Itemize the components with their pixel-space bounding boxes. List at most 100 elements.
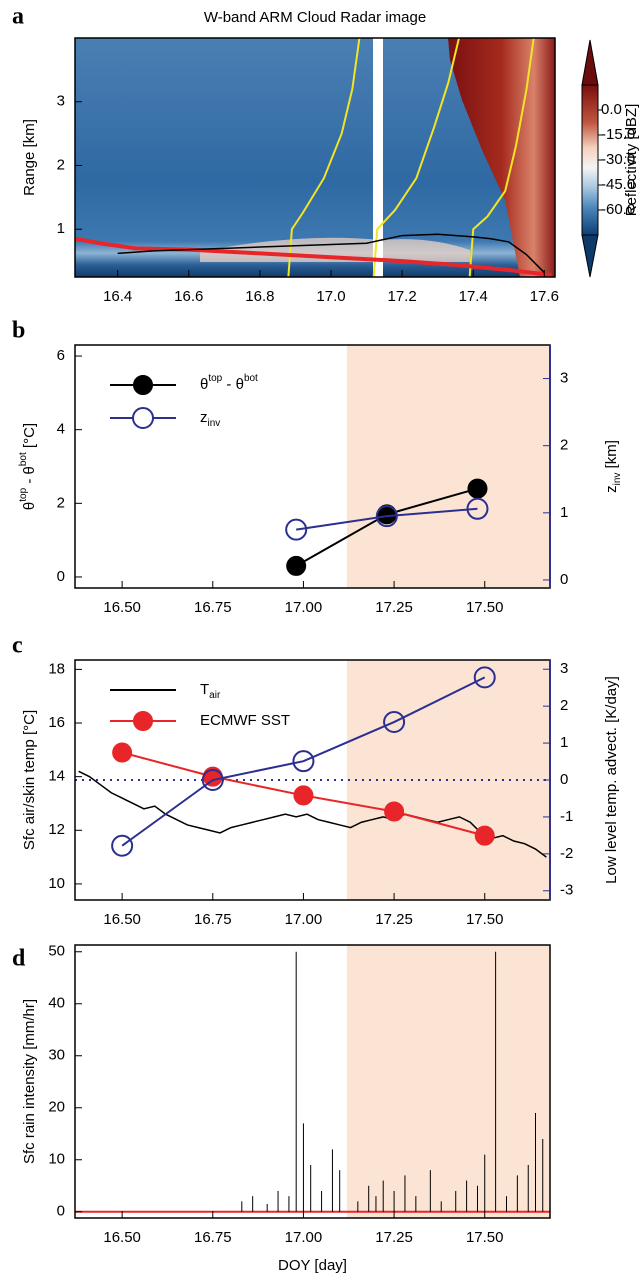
x-tick-label: 17.50 [466, 599, 504, 616]
legend-marker [133, 711, 153, 731]
series-marker [466, 497, 489, 520]
y-tick-label: 14 [48, 768, 65, 785]
x-tick-label: 17.6 [530, 288, 559, 305]
y-tick-label: 0 [57, 1203, 65, 1220]
text-part: top [18, 487, 29, 501]
x-tick-label: 16.8 [245, 288, 274, 305]
plot-area [75, 660, 550, 900]
series-marker [111, 834, 134, 857]
x-tick-label: 17.4 [459, 288, 488, 305]
colorbar-top [581, 39, 599, 86]
y-tick-label: 20 [48, 1099, 65, 1116]
text-part: air [209, 690, 221, 701]
y-tick-label: 30 [48, 1047, 65, 1064]
legend-label: ECMWF SST [200, 712, 290, 729]
series-line [121, 676, 486, 847]
y-tick-label: 10 [48, 875, 65, 892]
radar-cloud [448, 38, 555, 277]
y2-tick-label: -1 [560, 808, 573, 825]
y2-tick-label: 1 [560, 504, 568, 521]
radar-cloud-layer [200, 237, 470, 262]
series-marker [286, 555, 307, 576]
y-tick-label: 0 [57, 568, 65, 585]
y-tick-label: 12 [48, 821, 65, 838]
series-marker [473, 666, 496, 689]
text-part: [km] [603, 440, 620, 473]
series-marker [292, 750, 315, 773]
x-tick-label: 16.50 [103, 1229, 141, 1246]
shaded-period [346, 945, 550, 1218]
y2-tick-label: 0 [560, 771, 568, 788]
series-line [468, 38, 535, 277]
x-tick-label: 17.25 [375, 599, 413, 616]
y2-tick-label: 1 [560, 734, 568, 751]
x-tick-label: 17.00 [285, 911, 323, 928]
y-tick-label: 2 [57, 156, 65, 173]
chart-title: W-band ARM Cloud Radar image [204, 9, 426, 26]
legend-label: θtop - θbot [200, 373, 258, 393]
y-axis-label: θtop - θbot [°C] [18, 423, 38, 510]
x-tick-label: 17.2 [388, 288, 417, 305]
text-part: bot [244, 373, 258, 384]
y-tick-label: 3 [57, 93, 65, 110]
text-part: θ [21, 502, 38, 510]
colorbar-body [581, 84, 599, 236]
plot-frame [74, 37, 556, 278]
colorbar [581, 39, 599, 278]
legend-marker [132, 407, 154, 429]
y-tick-label: 40 [48, 995, 65, 1012]
plot-frame [74, 944, 551, 1219]
colorbar-tick-label: -15.0 [601, 126, 635, 143]
series-line [75, 236, 552, 277]
text-part: θ [200, 376, 208, 393]
radar-gap [373, 38, 383, 277]
x-tick-label: 16.75 [194, 911, 232, 928]
colorbar-tick-label: -30.0 [601, 151, 635, 168]
legend-label: Tair [200, 681, 221, 701]
colorbar-tick-label: 0.0 [601, 101, 622, 118]
y2-axis-label: zinv [km] [603, 440, 623, 493]
series-marker [112, 742, 133, 763]
y-tick-label: 50 [48, 943, 65, 960]
y-tick-label: 4 [57, 421, 65, 438]
y-tick-label: 18 [48, 660, 65, 677]
panel-label: d [12, 946, 26, 972]
x-tick-label: 17.25 [375, 1229, 413, 1246]
y2-tick-label: 2 [560, 697, 568, 714]
legend-label: zinv [200, 409, 220, 429]
series-marker [201, 769, 224, 791]
x-tick-label: 17.00 [285, 1229, 323, 1246]
text-part: top [208, 373, 222, 384]
text-part: bot [18, 452, 29, 466]
series-line [287, 38, 361, 277]
series-line [372, 38, 460, 277]
series-marker [293, 785, 314, 806]
colorbar-tick-label: -45.0 [601, 176, 635, 193]
y-tick-label: 16 [48, 714, 65, 731]
colorbar-label: Reflectivity [dBZ] [623, 104, 640, 217]
x-tick-label: 16.50 [103, 911, 141, 928]
x-tick-label: 17.25 [375, 911, 413, 928]
y2-tick-label: -3 [560, 882, 573, 899]
series-line [78, 770, 547, 858]
text-part: [°C] [21, 423, 38, 452]
series-line [296, 507, 478, 531]
text-part: z [200, 409, 208, 426]
legend-marker [133, 375, 153, 395]
colorbar-tick-label: -60.0 [601, 201, 635, 218]
radar-image [75, 38, 555, 277]
panel-label: c [12, 633, 23, 659]
y2-tick-label: 3 [560, 370, 568, 387]
text-part: inv [612, 473, 623, 486]
text-part: ECMWF SST [200, 712, 290, 729]
shaded-period [346, 345, 550, 588]
x-tick-label: 16.4 [103, 288, 132, 305]
colorbar-bottom [581, 234, 599, 278]
y2-axis-label: Low level temp. advect. [K/day] [603, 676, 620, 884]
series-marker [285, 518, 308, 541]
y-axis-label: Range [km] [21, 119, 38, 196]
y2-tick-label: 0 [560, 571, 568, 588]
series-marker [384, 801, 405, 822]
text-part: T [200, 681, 209, 698]
